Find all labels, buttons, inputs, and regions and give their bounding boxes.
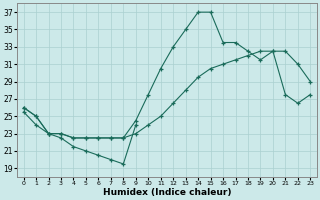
X-axis label: Humidex (Indice chaleur): Humidex (Indice chaleur) [103, 188, 231, 197]
